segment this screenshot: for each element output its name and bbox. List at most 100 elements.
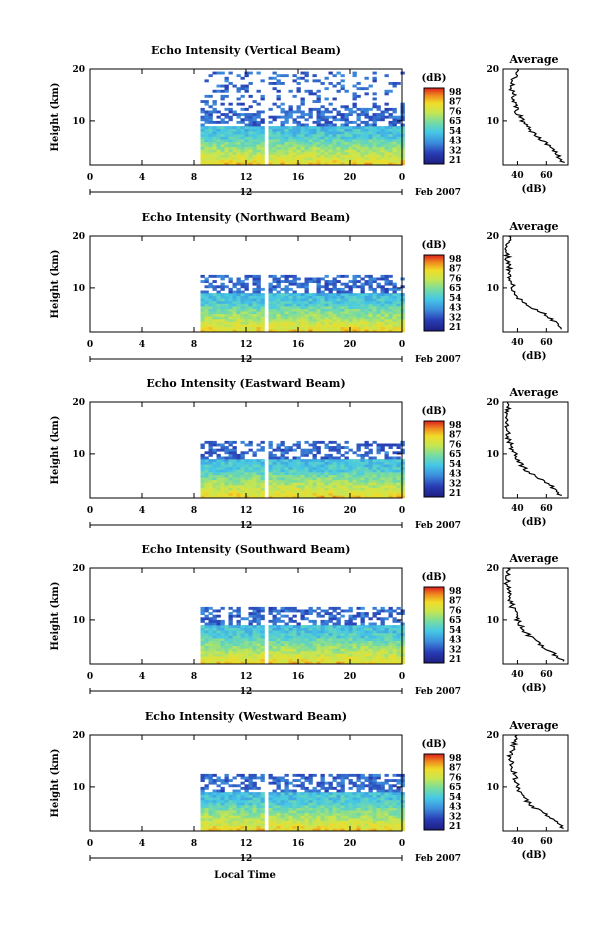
heatmap-cell (244, 492, 249, 496)
heatmap-cell (228, 466, 233, 470)
heatmap-cell (256, 277, 261, 281)
heatmap-cell (292, 133, 297, 137)
heatmap-cell (360, 815, 365, 819)
heatmap-cell (344, 107, 349, 111)
heatmap-cell (224, 792, 229, 795)
heatmap-cell (240, 651, 245, 654)
heatmap-cell (384, 102, 389, 106)
heatmap-cell (244, 141, 249, 145)
heatmap-cell (312, 627, 317, 631)
heatmap-cell (388, 311, 393, 315)
heatmap-cell (252, 485, 257, 488)
heatmap-cell (208, 492, 213, 496)
heatmap-cell (276, 154, 281, 158)
heatmap-cell (372, 632, 377, 636)
heatmap-cell (352, 295, 357, 299)
heatmap-cell (252, 453, 257, 457)
heatmap-cell (212, 316, 217, 320)
heatmap-cell (296, 110, 301, 114)
heatmap-cell (236, 300, 241, 304)
heatmap-cell (332, 144, 337, 148)
heatmap-cell (312, 461, 317, 465)
heatmap-cell (252, 154, 257, 158)
heatmap-cell (348, 781, 353, 785)
heatmap-cell (268, 625, 273, 628)
heatmap-cell (368, 799, 373, 803)
heatmap-cell (392, 319, 397, 322)
heatmap-cell (376, 495, 381, 499)
heatmap-cell (216, 805, 221, 808)
heatmap-cell (336, 287, 341, 291)
heatmap-cell (312, 658, 317, 662)
heatmap-cell (308, 612, 313, 615)
heatmap-cell (348, 319, 353, 322)
heatmap-cell (276, 794, 281, 798)
heatmap-cell (236, 293, 241, 296)
heatmap-cell (368, 812, 373, 816)
heatmap-cell (208, 828, 213, 832)
heatmap-cell (272, 71, 277, 75)
heatmap-cell (336, 303, 341, 307)
heatmap-cell (280, 115, 285, 119)
heatmap-cell (340, 823, 345, 827)
heatmap-cell (360, 285, 365, 289)
heatmap-cell (340, 474, 345, 478)
heatmap-cell (220, 162, 225, 166)
heatmap-cell (272, 448, 277, 452)
heatmap-cell (392, 653, 397, 657)
heatmap-cell (216, 653, 221, 657)
heatmap-cell (332, 807, 337, 811)
heatmap-cell (256, 485, 261, 488)
heatmap-cell (376, 326, 381, 330)
heatmap-cell (220, 146, 225, 150)
heatmap-cell (328, 612, 333, 615)
heatmap-cell (240, 326, 245, 330)
heatmap-cell (368, 115, 373, 119)
heatmap-cell (368, 316, 373, 320)
heatmap-cell (224, 653, 229, 657)
heatmap-cell (228, 287, 233, 291)
heatmap-cell (308, 632, 313, 636)
heatmap-cell (340, 477, 345, 481)
heatmap-cell (364, 154, 369, 158)
heatmap-cell (240, 118, 245, 122)
heatmap-cell (224, 658, 229, 662)
heatmap-cell (240, 640, 245, 644)
heatmap-cell (200, 280, 205, 283)
heatmap-cell (216, 308, 221, 312)
heatmap-cell (244, 472, 249, 475)
heatmap-cell (272, 807, 277, 811)
heatmap-cell (236, 282, 241, 286)
heatmap-cell (252, 474, 257, 478)
heatmap-cell (204, 802, 209, 806)
heatmap-cell (368, 461, 373, 465)
heatmap-cell (372, 326, 377, 330)
heatmap-cell (244, 295, 249, 299)
heatmap-cell (288, 146, 293, 150)
heatmap-cell (332, 643, 337, 647)
heatmap-cell (380, 459, 385, 462)
heatmap-cell (200, 825, 205, 829)
heatmap-cell (212, 326, 217, 330)
heatmap-cell (240, 656, 245, 660)
heatmap-cell (352, 815, 357, 819)
heatmap-cell (328, 71, 333, 75)
heatmap-cell (308, 658, 313, 662)
heatmap-cell (276, 295, 281, 299)
heatmap-cell (332, 136, 337, 140)
heatmap-cell (316, 324, 321, 328)
heatmap-cell (300, 141, 305, 145)
heatmap-cell (364, 149, 369, 153)
heatmap-cell (360, 128, 365, 132)
heatmap-cell (336, 466, 341, 470)
heatmap-cell (204, 609, 209, 613)
heatmap-cell (332, 139, 337, 142)
heatmap-cell (212, 120, 217, 124)
heatmap-cell (304, 118, 309, 122)
heatmap-cell (376, 118, 381, 122)
heatmap-cell (376, 482, 381, 486)
heatmap-cell (260, 818, 265, 821)
heatmap-cell (388, 495, 393, 499)
heatmap-cell (332, 464, 337, 468)
heatmap-cell (340, 786, 345, 790)
